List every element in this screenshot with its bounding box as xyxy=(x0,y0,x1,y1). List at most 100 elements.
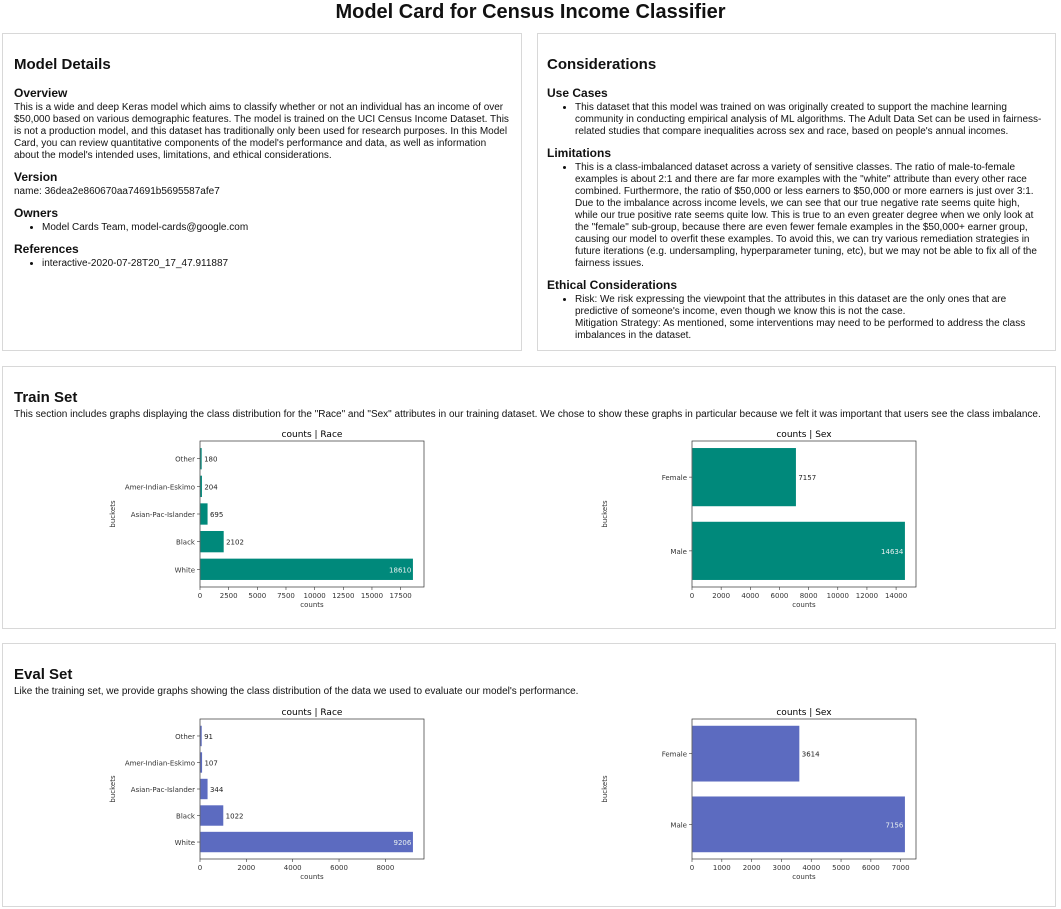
y-tick-label: Other xyxy=(175,733,195,741)
limitations-heading: Limitations xyxy=(547,146,612,160)
x-tick-label: 2500 xyxy=(220,592,238,600)
data-label: 3614 xyxy=(802,751,820,759)
y-axis-label: buckets xyxy=(601,775,609,803)
x-tick-label: 6000 xyxy=(862,864,880,872)
overview-heading: Overview xyxy=(14,86,68,100)
use-case-item: This dataset that this model was trained… xyxy=(575,102,1045,138)
model-details-card: Model Details Overview This is a wide an… xyxy=(2,33,522,351)
data-label: 107 xyxy=(204,759,217,767)
data-label: 9206 xyxy=(394,839,412,847)
model-details-heading: Model Details xyxy=(14,56,111,73)
x-tick-label: 4000 xyxy=(741,592,759,600)
x-tick-label: 1000 xyxy=(713,864,731,872)
data-label: 695 xyxy=(210,511,223,519)
bar xyxy=(199,777,209,801)
owners-heading: Owners xyxy=(14,206,59,220)
data-label: 7157 xyxy=(798,474,816,482)
y-tick-label: Female xyxy=(662,474,687,482)
x-tick-label: 0 xyxy=(198,864,202,872)
ethical-heading: Ethical Considerations xyxy=(547,278,678,292)
x-tick-label: 2000 xyxy=(743,864,761,872)
x-tick-label: 2000 xyxy=(712,592,730,600)
x-axis-label: counts xyxy=(300,601,324,609)
version-heading: Version xyxy=(14,170,58,184)
y-axis-label: buckets xyxy=(109,775,117,803)
ethical-item: Risk: We risk expressing the viewpoint t… xyxy=(575,294,1045,342)
bar xyxy=(199,557,414,581)
y-tick-label: Female xyxy=(662,751,687,759)
bar xyxy=(199,831,414,854)
x-tick-label: 5000 xyxy=(832,864,850,872)
limitations-list: This is a class-imbalanced dataset acros… xyxy=(547,162,1045,270)
x-tick-label: 12000 xyxy=(856,592,878,600)
references-heading: References xyxy=(14,242,79,256)
data-label: 204 xyxy=(204,483,218,491)
page-title: Model Card for Census Income Classifier xyxy=(335,1,726,23)
x-tick-label: 0 xyxy=(690,592,694,600)
x-tick-label: 12500 xyxy=(332,592,354,600)
chart-title: counts | Race xyxy=(282,430,343,440)
y-tick-label: Amer-Indian-Eskimo xyxy=(125,483,195,491)
bar xyxy=(691,520,906,581)
x-tick-label: 5000 xyxy=(248,592,266,600)
x-tick-label: 7500 xyxy=(277,592,295,600)
x-tick-label: 8000 xyxy=(800,592,818,600)
x-tick-label: 0 xyxy=(198,592,202,600)
x-tick-label: 7000 xyxy=(892,864,910,872)
use-cases-heading: Use Cases xyxy=(547,86,608,100)
y-tick-label: Male xyxy=(670,548,687,556)
x-tick-label: 3000 xyxy=(773,864,791,872)
data-label: 180 xyxy=(204,456,217,464)
y-tick-label: Black xyxy=(176,539,196,547)
y-tick-label: Asian-Pac-Islander xyxy=(131,786,195,794)
data-label: 2102 xyxy=(226,539,244,547)
plot-frame xyxy=(691,718,917,860)
reference-item: interactive-2020-07-28T20_17_47.911887 xyxy=(42,258,511,270)
bar xyxy=(691,795,906,854)
ethical-risk: Risk: We risk expressing the viewpoint t… xyxy=(575,294,1007,317)
bar xyxy=(199,502,209,526)
x-axis-label: counts xyxy=(792,873,816,881)
x-tick-label: 0 xyxy=(690,864,694,872)
ethical-mitigation: Mitigation Strategy: As mentioned, some … xyxy=(575,318,1026,341)
eval-race-chart: counts | Race White 9206 Black 1022 Asian-Pac… xyxy=(109,708,425,881)
data-label: 1022 xyxy=(226,813,244,821)
bar xyxy=(199,751,203,774)
chart-title: counts | Sex xyxy=(776,708,832,718)
y-tick-label: White xyxy=(175,839,195,847)
eval-set-heading: Eval Set xyxy=(14,666,73,683)
y-tick-label: White xyxy=(175,566,195,574)
train-set-description: This section includes graphs displaying … xyxy=(14,409,1041,420)
y-tick-label: Black xyxy=(176,813,196,821)
x-axis-label: counts xyxy=(300,873,324,881)
eval-sex-chart: counts | Sex Male 7156 Female 3614 0 1000 2000 3… xyxy=(601,708,917,881)
bar xyxy=(199,474,203,498)
owner-item: Model Cards Team, model-cards@google.com xyxy=(42,222,511,234)
plot-frame xyxy=(199,440,425,588)
train-set-card: Train Set This section includes graphs d… xyxy=(2,366,1056,629)
data-label: 91 xyxy=(204,733,213,741)
train-race-chart: counts | Race White 18610 Black 2102 Asian-Pa… xyxy=(109,430,425,609)
owners-list: Model Cards Team, model-cards@google.com xyxy=(14,222,511,234)
y-tick-label: Amer-Indian-Eskimo xyxy=(125,759,195,767)
data-label: 18610 xyxy=(389,566,411,574)
x-tick-label: 6000 xyxy=(771,592,789,600)
x-tick-label: 10000 xyxy=(303,592,325,600)
plot-frame xyxy=(199,718,425,860)
chart-title: counts | Sex xyxy=(776,430,832,440)
x-tick-label: 8000 xyxy=(376,864,394,872)
y-tick-label: Male xyxy=(670,821,687,829)
bar xyxy=(691,447,797,508)
x-tick-label: 2000 xyxy=(237,864,255,872)
train-sex-chart: counts | Sex Male 14634 Female 7157 0 2000 4000… xyxy=(601,430,917,609)
x-tick-label: 4000 xyxy=(284,864,302,872)
eval-set-description: Like the training set, we provide graphs… xyxy=(14,686,579,697)
ethical-list: Risk: We risk expressing the viewpoint t… xyxy=(547,294,1045,342)
use-cases-list: This dataset that this model was trained… xyxy=(547,102,1045,138)
overview-text: This is a wide and deep Keras model whic… xyxy=(14,102,509,161)
chart-title: counts | Race xyxy=(282,708,343,718)
considerations-heading: Considerations xyxy=(547,56,657,73)
bar xyxy=(199,530,225,554)
train-set-heading: Train Set xyxy=(14,389,78,406)
considerations-card: Considerations Use Cases This dataset th… xyxy=(537,33,1056,351)
